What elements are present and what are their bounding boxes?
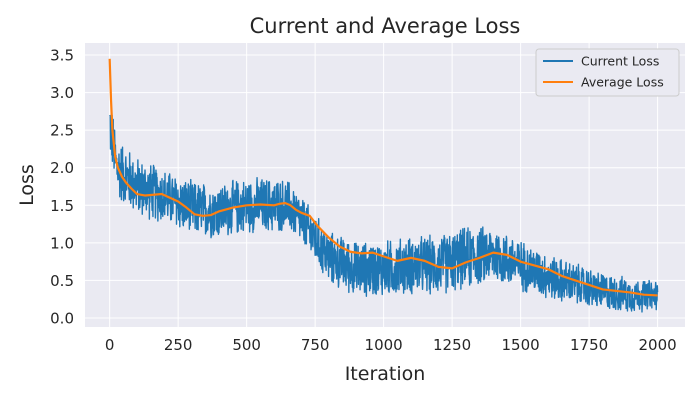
chart-title: Current and Average Loss	[250, 14, 521, 38]
y-tick-label-1: 0.5	[50, 272, 74, 290]
x-tick-label-2: 500	[232, 336, 261, 354]
y-tick-label-7: 3.5	[50, 47, 74, 65]
x-axis-label: Iteration	[345, 363, 426, 385]
x-tick-label-7: 1750	[570, 336, 608, 354]
series-line-average-loss	[108, 58, 658, 297]
x-tick-label-1: 250	[164, 336, 193, 354]
x-tick-label-6: 1500	[502, 336, 540, 354]
series-layer	[108, 58, 659, 313]
x-tick-label-0: 0	[105, 336, 115, 354]
x-tick-label-4: 1000	[365, 336, 403, 354]
series-line-current-loss	[109, 114, 659, 313]
y-axis-label: Loss	[16, 164, 38, 206]
y-tick-label-5: 2.5	[50, 122, 74, 140]
y-tick-label-3: 1.5	[50, 197, 74, 215]
legend-label-average-loss: Average Loss	[581, 75, 664, 90]
y-tick-label-6: 3.0	[50, 84, 74, 102]
legend-label-current-loss: Current Loss	[581, 54, 659, 69]
y-tick-label-0: 0.0	[50, 309, 74, 327]
tick-labels: 0 250 500 750 1000 1250 1500 1750 2000 0.0 0.5 1.0 1…	[50, 47, 677, 354]
x-tick-label-8: 2000	[639, 336, 677, 354]
y-tick-label-4: 2.0	[50, 159, 74, 177]
x-tick-label-3: 750	[301, 336, 330, 354]
y-tick-label-2: 1.0	[50, 234, 74, 252]
legend: Current Loss Average Loss	[535, 48, 680, 97]
x-tick-label-5: 1250	[433, 336, 471, 354]
